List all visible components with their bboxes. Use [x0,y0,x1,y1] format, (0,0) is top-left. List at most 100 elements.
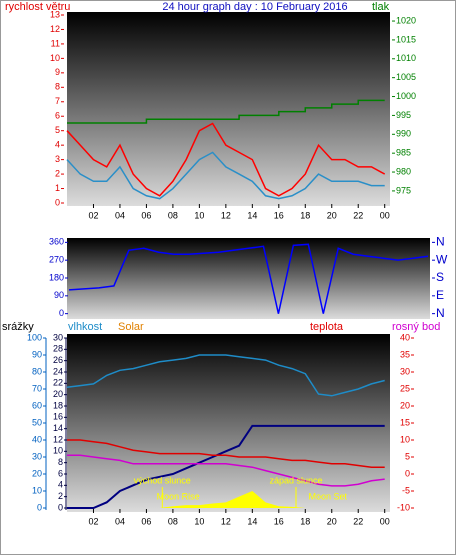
y-tick-label: 30 [32,451,42,461]
y-tick-label: 2 [55,168,60,178]
y3-tick-label: 28 [53,344,63,354]
x-tick-label: 06 [141,516,151,526]
y-tick-label: 9 [55,67,60,77]
x-tick-label: 10 [194,210,204,220]
y3-tick-label: 16 [53,412,63,422]
x-tick-label: 22 [353,210,363,220]
y-tick-label: 180 [49,272,64,282]
y2-tick-label: 980 [396,166,411,176]
y2-tick-label: -5 [402,485,410,495]
y-tick-label: 5 [55,125,60,135]
x-tick-label: 16 [274,516,284,526]
x-tick-label: 02 [88,210,98,220]
x-tick-label: 14 [247,516,257,526]
x-tick-label: 10 [194,516,204,526]
y-tick-label: 70 [32,383,42,393]
line [66,151,385,200]
y3-tick-label: 24 [53,366,63,376]
y-tick-label: 0 [55,197,60,207]
axis-label: srážky [2,321,34,333]
axis-label: Solar [118,321,144,333]
y3-tick-label: 20 [53,389,63,399]
axis-label: rosný bod [392,321,440,333]
y3-tick-label: 30 [53,332,63,342]
line [67,439,385,468]
y3-tick-label: 10 [53,446,63,456]
x-tick-label: 00 [380,210,390,220]
y3-tick-label: 6 [58,468,63,478]
y2-tick-label: S [436,270,444,284]
x-tick-label: 22 [353,516,363,526]
y-tick-label: 90 [32,349,42,359]
y2-tick-label: 1020 [396,15,416,25]
x-tick-label: 04 [115,516,125,526]
y-tick-label: 10 [50,53,60,63]
line [67,424,385,509]
axis-label: vlhkost [68,321,102,333]
area [67,491,385,508]
annotation: Moon Rise [157,491,200,501]
plot-background [67,12,390,206]
y3-tick-label: 26 [53,355,63,365]
y2-tick-label: -10 [397,502,410,512]
x-tick-label: 18 [300,516,310,526]
x-tick-label: 04 [115,210,125,220]
y-tick-label: 11 [51,38,60,48]
y2-tick-label: 25 [400,383,410,393]
y-tick-label: 10 [32,485,42,495]
y2-tick-label: 1015 [396,34,416,44]
y-tick-label: 360 [49,237,64,247]
x-tick-label: 00 [380,516,390,526]
line [67,99,385,124]
y2-tick-label: 35 [400,349,410,359]
marks: 0123456789101112139759809859909951000100… [2,9,448,526]
x-tick-label: 06 [141,210,151,220]
x-tick-label: 18 [300,210,310,220]
y-tick-label: 270 [49,255,64,265]
y-tick-label: 12 [50,24,60,34]
y2-axis-label: tlak [372,1,390,13]
x-tick-label: 08 [168,516,178,526]
y-tick-label: 3 [55,154,60,164]
x-tick-label: 02 [88,516,98,526]
y-tick-label: 1 [55,183,60,193]
annotation: východ slunce [134,475,191,485]
y3-tick-label: 22 [53,378,63,388]
x-tick-label: 20 [327,516,337,526]
y3-tick-label: 18 [53,400,63,410]
y2-tick-label: 1005 [396,72,416,82]
y2-tick-label: W [436,252,448,266]
y2-tick-label: 1000 [396,91,416,101]
y-tick-label: 8 [55,82,60,92]
x-tick-label: 16 [274,210,284,220]
annotation: Moon Set [309,491,348,501]
line [66,122,386,197]
y-axis-label: rychlost větru [5,1,70,13]
y2-tick-label: E [436,288,444,302]
y2-tick-label: 15 [400,417,410,427]
y2-tick-label: 5 [405,451,410,461]
y-tick-label: 100 [27,332,42,342]
y2-tick-label: 1010 [396,53,416,63]
y3-tick-label: 2 [58,491,63,501]
y-tick-label: 80 [32,366,42,376]
y-tick-label: 20 [32,468,42,478]
line [66,354,385,397]
x-tick-label: 20 [327,210,337,220]
y-tick-label: 0 [59,308,64,318]
y3-tick-label: 14 [53,423,63,433]
y2-tick-label: 20 [400,400,410,410]
y-tick-label: 13 [50,9,60,19]
annotation: západ slunce [269,475,322,485]
y2-tick-label: N [436,306,445,320]
y-tick-label: 4 [55,140,60,150]
line [67,454,385,487]
y3-tick-label: 8 [58,457,63,467]
y-tick-label: 6 [55,111,60,121]
x-tick-label: 12 [221,516,231,526]
plot-background [67,334,390,512]
y-tick-label: 7 [55,96,60,106]
y2-tick-label: 10 [400,434,410,444]
